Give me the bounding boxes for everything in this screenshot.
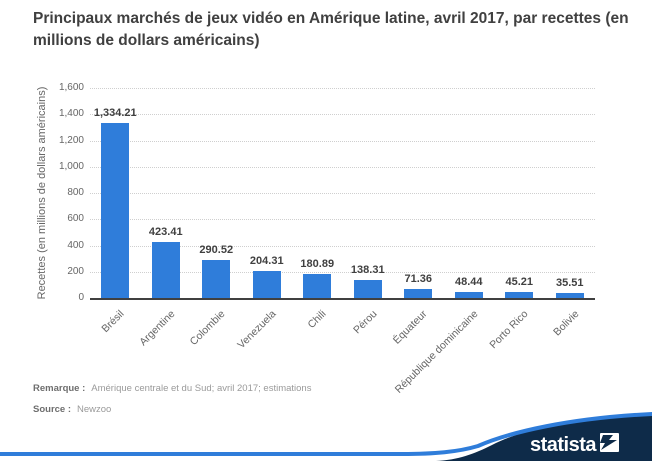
y-tick-label: 1,600 — [58, 82, 84, 93]
gridline — [90, 219, 595, 221]
gridline — [90, 88, 595, 89]
bar-value-label: 138.31 — [350, 263, 385, 276]
gridline — [90, 114, 595, 116]
chart-title: Principaux marchés de jeux vidéo en Amér… — [33, 10, 629, 49]
bar-value-label: 180.89 — [300, 258, 335, 271]
bar — [303, 274, 332, 298]
gridline — [90, 271, 595, 273]
bar — [404, 288, 433, 298]
bar — [505, 292, 534, 298]
bar — [555, 293, 584, 298]
source-label: Source : — [33, 404, 72, 415]
statista-wordmark: statista — [530, 434, 597, 456]
bar-value-label: 1,334.21 — [93, 106, 137, 119]
bar — [353, 279, 382, 298]
y-tick-label: 600 — [67, 213, 84, 225]
bar-value-label: 423.41 — [148, 226, 183, 239]
source-text: Newzoo — [77, 404, 112, 415]
bar-value-label: 204.31 — [249, 255, 284, 268]
gridline — [90, 166, 595, 168]
note-row: Remarque : Amérique centrale et du Sud; a… — [33, 383, 311, 394]
statista-logo-mark — [600, 433, 619, 452]
bar — [202, 259, 231, 298]
y-tick-label: 1,400 — [58, 108, 84, 120]
y-tick-label: 800 — [67, 187, 84, 198]
y-tick-label: 200 — [67, 265, 84, 277]
y-tick-label: 1,000 — [58, 160, 84, 172]
bar-value-label: 290.52 — [199, 243, 234, 256]
banner-navy-shape — [436, 414, 652, 461]
bar-value-label: 48.44 — [454, 275, 483, 288]
bar — [454, 291, 483, 298]
gridline — [90, 140, 595, 142]
y-tick-label: 0 — [78, 292, 84, 303]
y-tick-label: 400 — [67, 239, 84, 251]
gridline — [90, 193, 595, 194]
bar-value-label: 45.21 — [505, 276, 534, 289]
statista-banner: statista — [0, 412, 652, 461]
note-label: Remarque : — [33, 383, 86, 394]
bar-value-label: 35.51 — [555, 277, 584, 290]
bar-value-label: 71.36 — [404, 272, 433, 285]
source-row: Source : Newzoo — [33, 404, 111, 415]
bar — [101, 122, 130, 298]
banner-swoosh-curve — [0, 412, 652, 456]
chart-area: Recettes (en millions de dollars américa… — [36, 82, 595, 396]
plot-area — [90, 88, 595, 300]
gridline — [90, 245, 595, 247]
bar — [151, 242, 180, 298]
note-text: Amérique centrale et du Sud; avril 2017;… — [91, 383, 312, 394]
y-tick-label: 1,200 — [58, 134, 84, 146]
bar — [252, 271, 281, 298]
